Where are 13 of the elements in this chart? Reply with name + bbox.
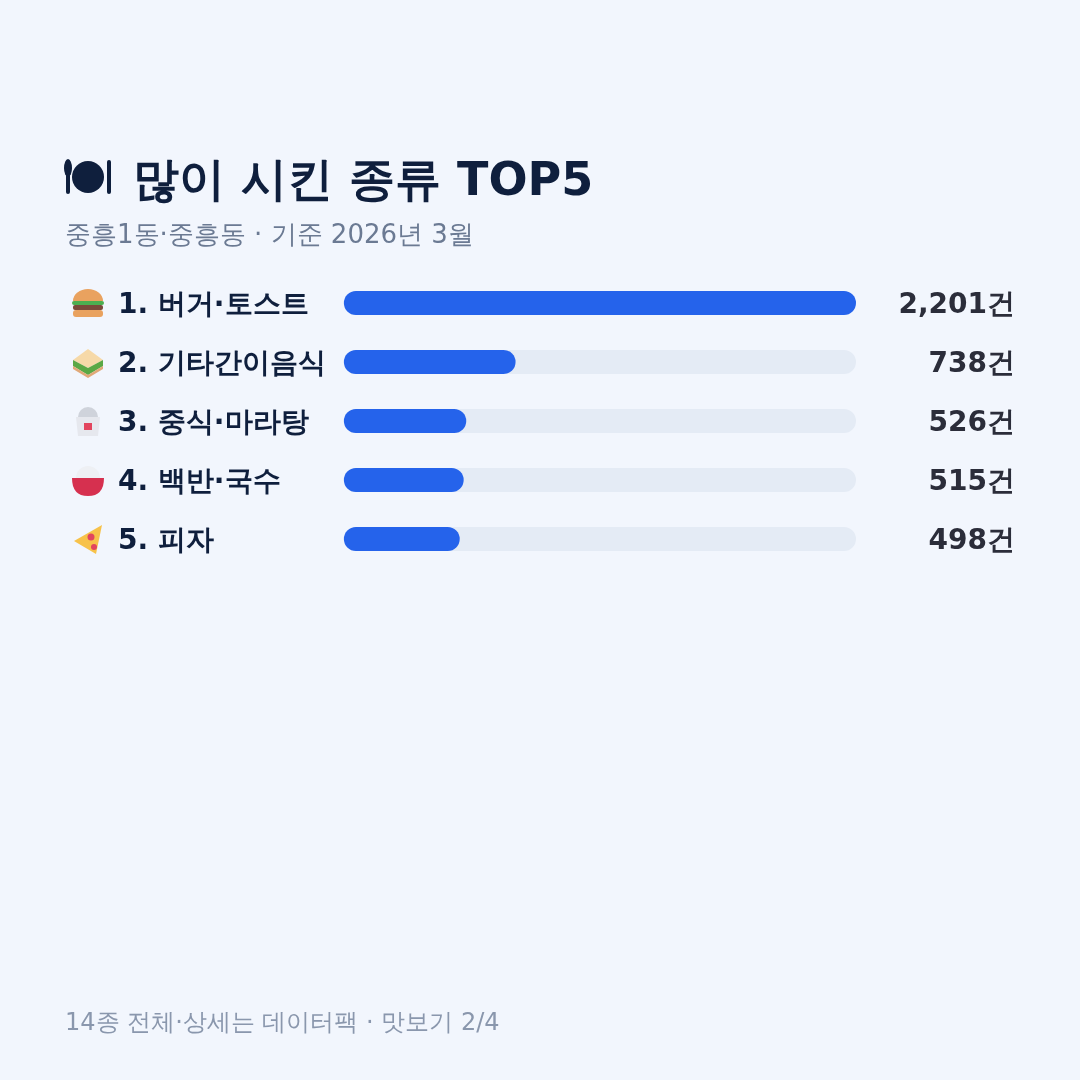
annotation: 14종 전체·상세는 데이터팩 · 맛보기 2/4 xyxy=(65,1008,500,1036)
category-label: 5. 피자 xyxy=(118,523,214,556)
value-label: 526건 xyxy=(928,405,1015,438)
value-label: 515건 xyxy=(928,464,1015,497)
value-label: 2,201건 xyxy=(898,287,1015,320)
category-label: 1. 버거·토스트 xyxy=(118,287,309,320)
subtitle: 중흥1동·중흥동 · 기준 2026년 3월 xyxy=(65,219,474,249)
value-label: 738건 xyxy=(928,346,1015,379)
title: 많이 시킨 종류 TOP5 xyxy=(133,152,594,206)
value-label: 498건 xyxy=(928,523,1015,556)
category-label: 2. 기타간이음식 xyxy=(118,346,326,379)
category-label: 3. 중식·마라탕 xyxy=(118,405,309,438)
category-label: 4. 백반·국수 xyxy=(118,464,281,497)
